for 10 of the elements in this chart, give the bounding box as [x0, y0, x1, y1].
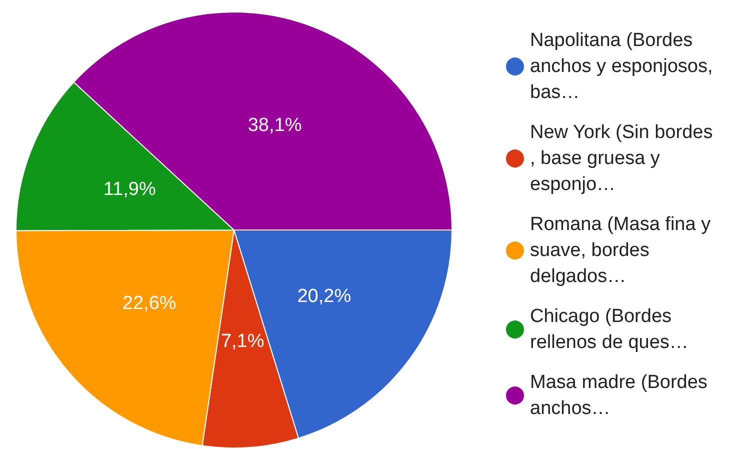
data-label: 20,2%	[297, 286, 352, 307]
legend-label: New York (Sin bordes, base gruesa y esponjo…	[530, 122, 713, 195]
legend-label: Romana (Masa fina y suave, bordes delgados…	[530, 214, 716, 287]
data-label: 38,1%	[248, 115, 302, 136]
data-label: 22,6%	[122, 292, 176, 314]
legend-label: Masa madre (Bordes anchos…	[530, 372, 713, 419]
legend-label: Chicago (Bordes rellenos de ques…	[530, 306, 688, 353]
data-label: 11,9%	[103, 178, 156, 200]
legend-label: Napolitana (Bordes anchos y esponjosos, bas…	[530, 30, 718, 103]
data-label: 7,1%	[220, 331, 264, 352]
